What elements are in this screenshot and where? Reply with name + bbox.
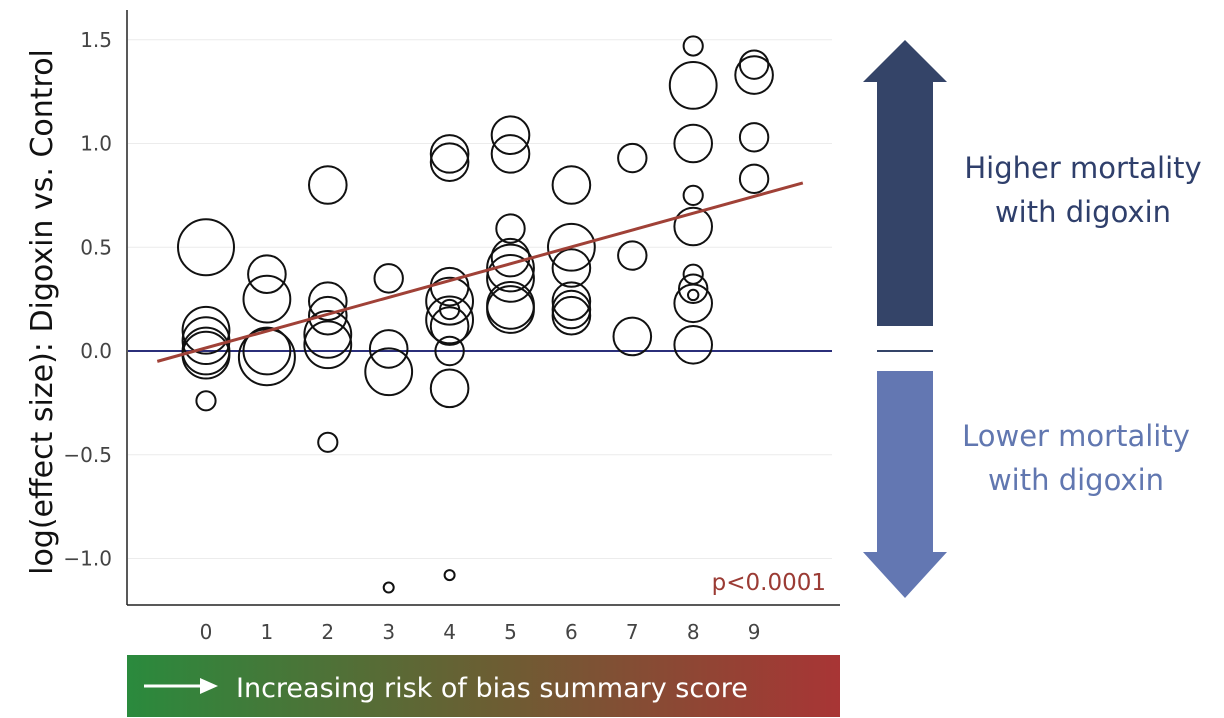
bias-score-banner: Increasing risk of bias summary score	[127, 655, 840, 717]
data-point	[181, 305, 231, 355]
data-point	[425, 295, 475, 345]
data-point	[303, 310, 353, 359]
data-point	[495, 213, 526, 244]
data-point	[382, 581, 395, 594]
data-point	[486, 253, 535, 303]
data-point	[237, 328, 296, 387]
data-point	[242, 274, 292, 324]
data-point	[551, 248, 592, 288]
x-tick-label: 0	[200, 620, 213, 644]
up-arrow	[863, 40, 947, 326]
data-point	[429, 142, 470, 182]
data-point	[317, 431, 339, 453]
x-tick-label: 4	[443, 620, 456, 644]
p-value-annotation: p<0.0001	[712, 570, 826, 596]
data-point	[617, 240, 648, 271]
data-point	[181, 330, 231, 380]
x-tick-label: 3	[382, 620, 395, 644]
higher-mortality-label-line1: Higher mortality	[964, 151, 1201, 185]
data-point	[308, 281, 348, 322]
data-point	[195, 390, 217, 412]
data-point	[429, 306, 470, 346]
x-tick-label: 9	[748, 620, 761, 644]
data-point	[486, 243, 535, 293]
data-point	[551, 165, 592, 205]
data-point	[434, 335, 465, 367]
data-point	[673, 324, 714, 365]
trend-line	[156, 181, 804, 363]
y-tick-label: −1.0	[63, 547, 112, 571]
data-point	[682, 35, 704, 57]
data-point	[682, 184, 704, 206]
data-point	[612, 316, 653, 357]
higher-mortality-label-line2: with digoxin	[995, 195, 1171, 229]
data-point	[668, 61, 718, 110]
arrow-icon	[144, 678, 218, 694]
data-point	[490, 134, 531, 174]
banner-label: Increasing risk of bias summary score	[236, 673, 748, 704]
data-point	[738, 49, 770, 80]
x-tick-label: 5	[504, 620, 517, 644]
data-point	[673, 283, 714, 324]
scatter-plot: 1.5 1.0 0.5 0.0 −0.5 −1.0 0 1 2 3 4 5 6 7 8 9 p<0.0001	[63, 10, 840, 644]
data-point	[308, 165, 348, 205]
data-point	[490, 115, 531, 155]
data-point	[308, 295, 348, 336]
data-point	[425, 276, 475, 326]
banner-background	[127, 655, 840, 717]
data-point	[673, 206, 714, 247]
data-point	[486, 285, 535, 334]
data-point	[738, 163, 770, 194]
x-tick-label: 8	[687, 620, 700, 644]
y-tick-label: 0.0	[80, 339, 112, 363]
data-point	[673, 123, 714, 164]
data-point	[429, 134, 470, 174]
data-points	[177, 35, 774, 594]
y-axis-label: log(effect size): Digoxin vs. Control	[25, 49, 60, 575]
y-tick-label: −0.5	[63, 443, 112, 467]
lower-mortality-label-line2: with digoxin	[988, 463, 1164, 497]
data-point	[364, 347, 414, 397]
x-axis-ticks: 0 1 2 3 4 5 6 7 8 9	[200, 620, 761, 644]
data-point	[373, 263, 404, 294]
y-tick-label: 1.0	[80, 132, 112, 156]
x-tick-label: 7	[626, 620, 639, 644]
data-point	[734, 55, 774, 95]
data-point	[617, 142, 648, 174]
side-panel: Higher mortality with digoxin Lower mort…	[863, 40, 1202, 598]
data-point	[247, 254, 287, 295]
data-point	[551, 289, 592, 330]
data-point	[368, 329, 409, 369]
data-point	[177, 218, 235, 277]
data-point	[486, 280, 535, 330]
data-point	[687, 288, 700, 302]
data-point	[242, 326, 292, 376]
down-arrow	[863, 371, 947, 598]
data-point	[551, 295, 592, 336]
gridlines	[128, 39, 832, 559]
data-point	[678, 273, 709, 304]
x-tick-label: 6	[565, 620, 578, 644]
y-tick-label: 0.5	[80, 235, 112, 259]
data-point	[443, 569, 456, 582]
data-point	[551, 281, 592, 322]
lower-mortality-label-line1: Lower mortality	[962, 419, 1190, 453]
data-point	[547, 222, 596, 272]
data-point	[181, 316, 231, 366]
y-tick-label: 1.5	[80, 28, 112, 52]
data-point	[429, 368, 470, 409]
data-point	[738, 122, 770, 153]
y-axis-ticks: 1.5 1.0 0.5 0.0 −0.5 −1.0	[63, 28, 112, 571]
x-tick-label: 2	[321, 620, 334, 644]
x-tick-label: 1	[261, 620, 274, 644]
data-point	[303, 320, 353, 370]
